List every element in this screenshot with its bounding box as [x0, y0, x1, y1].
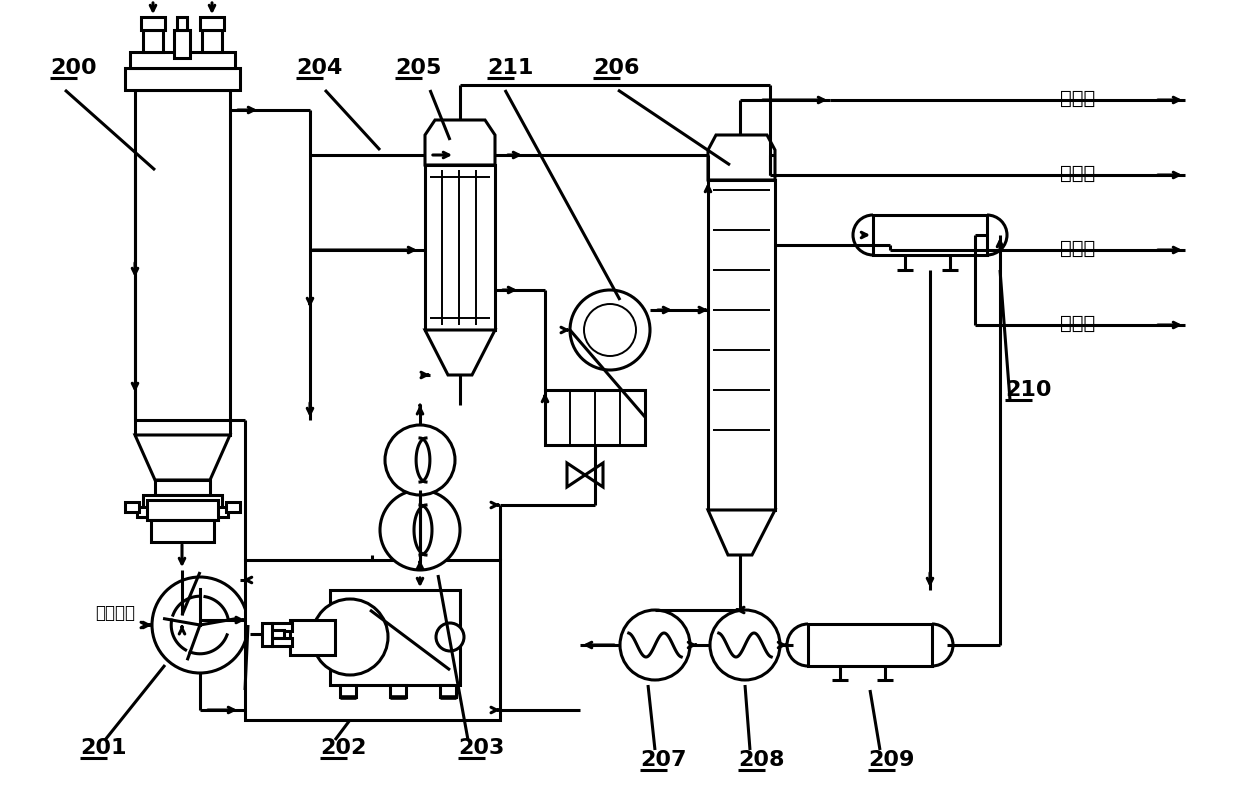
Bar — [135, 90, 229, 435]
Text: 210: 210 — [1004, 380, 1052, 400]
Polygon shape — [708, 135, 775, 180]
Bar — [425, 165, 495, 330]
Text: 过热蒸汽: 过热蒸汽 — [95, 604, 135, 622]
Polygon shape — [135, 435, 229, 480]
Bar — [873, 215, 987, 255]
Text: 新鲜气: 新鲜气 — [1060, 164, 1095, 183]
Text: 204: 204 — [296, 58, 342, 78]
Polygon shape — [425, 330, 495, 375]
Bar — [155, 480, 210, 495]
Bar — [246, 560, 500, 720]
Bar — [125, 502, 139, 512]
Bar — [708, 180, 775, 510]
Circle shape — [584, 304, 636, 356]
Bar — [174, 30, 190, 58]
Polygon shape — [708, 510, 775, 555]
Bar — [272, 638, 291, 646]
Bar — [808, 624, 932, 666]
Bar — [330, 590, 460, 685]
Text: 驰放气: 驰放气 — [1060, 313, 1095, 332]
Text: 208: 208 — [738, 750, 785, 770]
Bar — [264, 630, 284, 638]
Text: 209: 209 — [868, 750, 914, 770]
Bar — [262, 623, 272, 646]
Bar — [391, 685, 405, 697]
Circle shape — [153, 577, 248, 673]
Polygon shape — [567, 463, 585, 487]
Bar — [202, 30, 222, 52]
Text: 205: 205 — [396, 58, 441, 78]
Text: 206: 206 — [593, 58, 640, 78]
Circle shape — [379, 490, 460, 570]
Circle shape — [711, 610, 780, 680]
Text: 202: 202 — [320, 738, 366, 758]
Bar — [272, 623, 291, 631]
Text: 除氧水: 除氧水 — [1060, 89, 1095, 108]
Bar — [177, 17, 187, 30]
Bar — [200, 17, 224, 30]
Bar — [136, 507, 228, 517]
Text: 201: 201 — [81, 738, 126, 758]
Bar — [226, 502, 241, 512]
Bar — [141, 17, 165, 30]
Text: 207: 207 — [640, 750, 687, 770]
Polygon shape — [585, 463, 603, 487]
Bar — [290, 620, 335, 655]
Bar — [148, 500, 218, 520]
Bar — [130, 52, 236, 68]
Text: 203: 203 — [458, 738, 505, 758]
Bar — [340, 685, 356, 697]
Circle shape — [620, 610, 689, 680]
Bar — [151, 520, 215, 542]
Bar — [143, 30, 162, 52]
Circle shape — [312, 599, 388, 675]
Circle shape — [436, 623, 464, 651]
Circle shape — [384, 425, 455, 495]
Circle shape — [570, 290, 650, 370]
Polygon shape — [425, 120, 495, 165]
Text: 211: 211 — [487, 58, 533, 78]
Text: 放空气: 放空气 — [1060, 239, 1095, 258]
Bar — [143, 495, 222, 509]
Bar — [440, 685, 456, 697]
Text: 200: 200 — [50, 58, 97, 78]
Bar — [125, 68, 241, 90]
Bar — [546, 390, 645, 445]
